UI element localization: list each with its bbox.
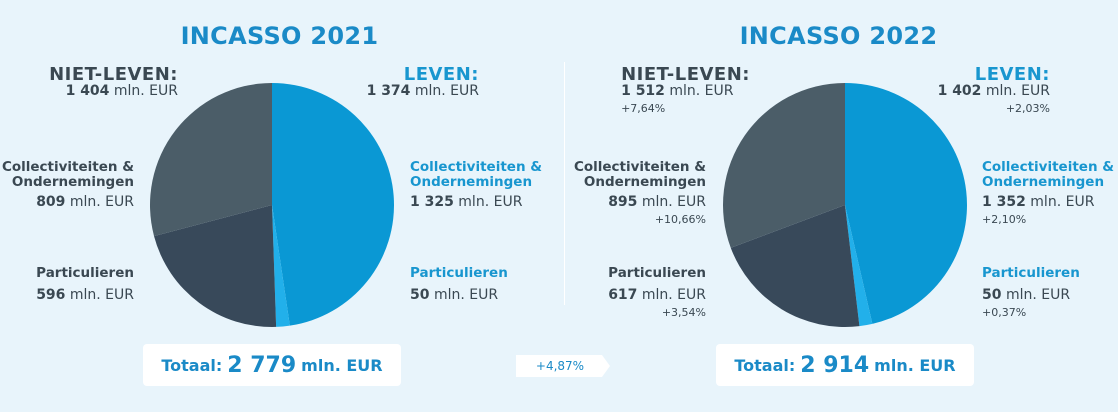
unit: mln. EUR bbox=[1005, 287, 1071, 303]
leven-heading: LEVEN: bbox=[974, 64, 1050, 85]
unit: mln. EUR bbox=[641, 194, 706, 210]
pie-slice-leven-particulieren bbox=[272, 205, 290, 327]
leven-collectiviteiten-label: Collectiviteiten & Ondernemingen 1 352 m… bbox=[982, 160, 1114, 228]
change: +3,54% bbox=[661, 306, 706, 319]
niet-leven-heading: NIET-LEVEN: bbox=[621, 64, 750, 85]
leven-collectiviteiten-label: Collectiviteiten & Ondernemingen 1 325 m… bbox=[410, 160, 542, 211]
growth-arrow-shape bbox=[516, 355, 610, 377]
growth-value: +4,87% bbox=[535, 359, 585, 373]
niet-leven-change: +7,64% bbox=[621, 102, 666, 115]
amount: 809 bbox=[36, 194, 66, 210]
label-line1: Collectiviteiten & bbox=[573, 159, 706, 175]
label-line2: Ondernemingen bbox=[583, 174, 706, 190]
change: +2,10% bbox=[982, 213, 1027, 226]
niet-leven-particulieren-label: Particulieren 596 mln. EUR bbox=[36, 266, 134, 304]
label-line2: Ondernemingen bbox=[11, 174, 134, 190]
pie-slice-niet-leven-collectiviteiten bbox=[723, 83, 845, 248]
niet-leven-unit: mln. EUR bbox=[113, 83, 178, 99]
pie-slice-niet-leven-particulieren bbox=[154, 205, 277, 327]
unit: mln. EUR bbox=[433, 287, 499, 303]
niet-leven-collectiviteiten-label: Collectiviteiten & Ondernemingen 895 mln… bbox=[574, 160, 706, 228]
niet-leven-label: NIET-LEVEN: 1 512 mln. EUR +7,64% bbox=[621, 66, 750, 117]
pie-slice-niet-leven-particulieren bbox=[730, 205, 860, 327]
total-box: Totaal: 2 914 mln. EUR bbox=[716, 344, 974, 386]
label: Particulieren bbox=[36, 265, 134, 281]
growth-badge: +4,87% bbox=[516, 355, 610, 377]
unit: mln. EUR bbox=[69, 194, 134, 210]
pie-chart-2022 bbox=[723, 83, 967, 327]
leven-unit: mln. EUR bbox=[985, 83, 1050, 99]
leven-unit: mln. EUR bbox=[414, 83, 479, 99]
unit: mln. EUR bbox=[69, 287, 134, 303]
chart-title: INCASSO 2021 bbox=[180, 22, 379, 50]
unit: mln. EUR bbox=[1030, 194, 1095, 210]
unit: mln. EUR bbox=[458, 194, 523, 210]
amount: 596 bbox=[36, 287, 66, 303]
niet-leven-amount: 1 404 bbox=[65, 83, 110, 99]
amount: 895 bbox=[608, 194, 638, 210]
niet-leven-unit: mln. EUR bbox=[669, 83, 734, 99]
amount: 50 bbox=[982, 287, 1002, 303]
leven-particulieren-label: Particulieren 50 mln. EUR bbox=[410, 266, 508, 304]
niet-leven-heading: NIET-LEVEN: bbox=[49, 64, 178, 85]
amount: 1 325 bbox=[410, 194, 454, 210]
label-line1: Collectiviteiten & bbox=[410, 159, 543, 175]
pie-slice-leven-collectiviteiten bbox=[272, 83, 394, 326]
label-line2: Ondernemingen bbox=[982, 174, 1105, 190]
chart-title: INCASSO 2022 bbox=[739, 22, 938, 50]
total-amount: 2 914 bbox=[800, 352, 870, 378]
leven-label: LEVEN: 1 402 mln. EUR +2,03% bbox=[938, 66, 1050, 117]
change: +10,66% bbox=[654, 213, 706, 226]
amount: 617 bbox=[608, 287, 638, 303]
leven-particulieren-label: Particulieren 50 mln. EUR +0,37% bbox=[982, 266, 1080, 321]
unit: mln. EUR bbox=[641, 287, 706, 303]
pie-slice-niet-leven-collectiviteiten bbox=[150, 83, 272, 237]
niet-leven-particulieren-label: Particulieren 617 mln. EUR +3,54% bbox=[608, 266, 706, 321]
total-unit: mln. EUR bbox=[301, 355, 383, 375]
leven-amount: 1 374 bbox=[366, 83, 411, 99]
leven-change: +2,03% bbox=[1005, 102, 1050, 115]
total-box: Totaal: 2 779 mln. EUR bbox=[143, 344, 401, 386]
total-prefix: Totaal: bbox=[161, 355, 223, 375]
label-line1: Collectiviteiten & bbox=[982, 159, 1115, 175]
label: Particulieren bbox=[410, 265, 508, 281]
chart-panel-2022: INCASSO 2022 NIET-LEVEN: 1 512 mln. EUR … bbox=[559, 0, 1118, 412]
amount: 1 352 bbox=[982, 194, 1026, 210]
leven-label: LEVEN: 1 374 mln. EUR bbox=[367, 66, 479, 100]
leven-heading: LEVEN: bbox=[403, 64, 479, 85]
total-unit: mln. EUR bbox=[874, 355, 956, 375]
chart-panel-2021: INCASSO 2021 NIET-LEVEN: 1 404 mln. EUR … bbox=[2, 22, 542, 386]
amount: 50 bbox=[410, 287, 430, 303]
total-prefix: Totaal: bbox=[734, 355, 796, 375]
change: +0,37% bbox=[982, 306, 1027, 319]
label: Particulieren bbox=[982, 265, 1080, 281]
panel-divider bbox=[564, 62, 565, 305]
label-line2: Ondernemingen bbox=[410, 174, 533, 190]
pie-chart-2021 bbox=[150, 83, 394, 327]
niet-leven-collectiviteiten-label: Collectiviteiten & Ondernemingen 809 mln… bbox=[2, 160, 134, 211]
niet-leven-label: NIET-LEVEN: 1 404 mln. EUR bbox=[49, 66, 178, 100]
pie-slice-leven-collectiviteiten bbox=[845, 83, 967, 324]
niet-leven-amount: 1 512 bbox=[621, 83, 665, 99]
total-amount: 2 779 bbox=[227, 352, 297, 378]
leven-amount: 1 402 bbox=[937, 83, 982, 99]
pie-slice-leven-particulieren bbox=[845, 205, 873, 327]
label: Particulieren bbox=[608, 265, 706, 281]
label-line1: Collectiviteiten & bbox=[1, 159, 134, 175]
